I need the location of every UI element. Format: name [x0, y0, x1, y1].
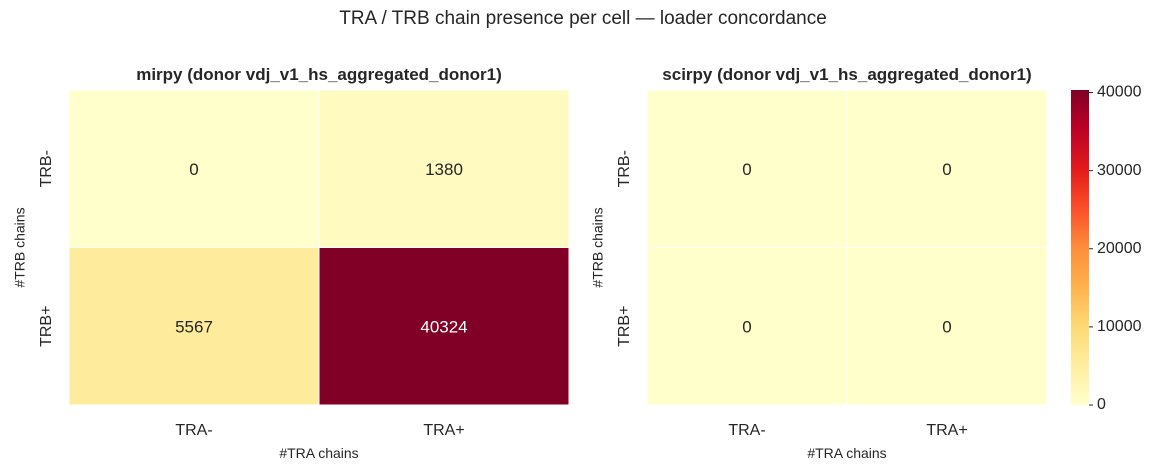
x-axis-label: #TRA chains	[279, 445, 358, 461]
y-tick-label: TRB-	[616, 150, 633, 187]
cell-value-label: 0	[742, 317, 751, 336]
heatmap-cell	[646, 247, 848, 406]
figure-title: TRA / TRB chain presence per cell — load…	[339, 8, 827, 29]
colorbar-tick-label: 10000	[1097, 318, 1142, 335]
colorbar-tick-label: 30000	[1097, 162, 1142, 179]
colorbar-tick-label: 20000	[1097, 240, 1142, 257]
x-tick-label: TRA-	[728, 422, 765, 439]
panel-title: mirpy (donor vdj_v1_hs_aggregated_donor1…	[136, 65, 502, 84]
x-axis-label: #TRA chains	[807, 445, 886, 461]
cell-value-label: 1380	[425, 160, 463, 179]
colorbar-tick-label: 0	[1097, 396, 1106, 413]
heatmap-panel-2: scirpy (donor vdj_v1_hs_aggregated_donor…	[590, 65, 1048, 461]
x-tick-label: TRA+	[926, 422, 967, 439]
y-tick-label: TRB+	[38, 306, 55, 347]
y-axis-label: #TRB chains	[590, 207, 606, 287]
colorbar-tick-label: 40000	[1097, 84, 1142, 101]
heatmap-cell	[846, 89, 1048, 248]
x-tick-label: TRA+	[423, 422, 464, 439]
cell-value-label: 0	[942, 160, 951, 179]
x-tick-label: TRA-	[175, 422, 212, 439]
y-tick-label: TRB-	[38, 150, 55, 187]
cell-value-label: 0	[942, 317, 951, 336]
heatmap-panel-1: mirpy (donor vdj_v1_hs_aggregated_donor1…	[12, 65, 570, 461]
cell-value-label: 0	[742, 160, 751, 179]
heatmap-cell	[846, 247, 1048, 406]
panel-title: scirpy (donor vdj_v1_hs_aggregated_donor…	[662, 65, 1031, 84]
cell-value-label: 5567	[175, 317, 213, 336]
heatmap-cell	[646, 89, 848, 248]
colorbar-gradient	[1071, 90, 1089, 405]
colorbar: 0 10000 20000 30000 40000	[1071, 84, 1142, 413]
y-axis-label: #TRB chains	[12, 207, 28, 287]
y-tick-label: TRB+	[616, 306, 633, 347]
heatmap-cell	[318, 89, 570, 248]
heatmap-cell	[318, 247, 570, 406]
cell-value-label: 0	[189, 160, 198, 179]
cell-value-label: 40324	[420, 317, 467, 336]
